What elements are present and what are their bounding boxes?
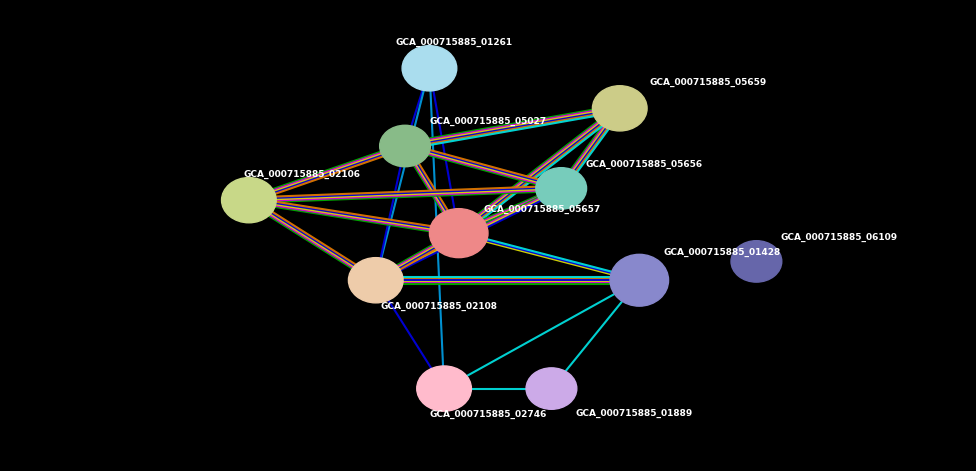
Text: GCA_000715885_05659: GCA_000715885_05659 [649, 78, 766, 87]
Text: GCA_000715885_05657: GCA_000715885_05657 [483, 205, 600, 214]
Ellipse shape [380, 125, 430, 167]
Ellipse shape [222, 178, 276, 223]
Text: GCA_000715885_02106: GCA_000715885_02106 [244, 170, 361, 179]
Text: GCA_000715885_01889: GCA_000715885_01889 [576, 408, 693, 418]
Ellipse shape [526, 368, 577, 409]
Text: GCA_000715885_01428: GCA_000715885_01428 [664, 248, 781, 258]
Ellipse shape [610, 254, 669, 306]
Ellipse shape [402, 46, 457, 91]
Text: GCA_000715885_06109: GCA_000715885_06109 [781, 233, 898, 243]
Ellipse shape [536, 168, 587, 209]
Ellipse shape [731, 241, 782, 282]
Text: GCA_000715885_02746: GCA_000715885_02746 [429, 410, 547, 419]
Ellipse shape [348, 258, 403, 303]
Text: GCA_000715885_01261: GCA_000715885_01261 [395, 38, 512, 47]
Ellipse shape [417, 366, 471, 411]
Text: GCA_000715885_05656: GCA_000715885_05656 [586, 160, 703, 170]
Ellipse shape [429, 209, 488, 258]
Text: GCA_000715885_05027: GCA_000715885_05027 [429, 117, 547, 126]
Text: GCA_000715885_02108: GCA_000715885_02108 [381, 301, 498, 311]
Ellipse shape [592, 86, 647, 131]
